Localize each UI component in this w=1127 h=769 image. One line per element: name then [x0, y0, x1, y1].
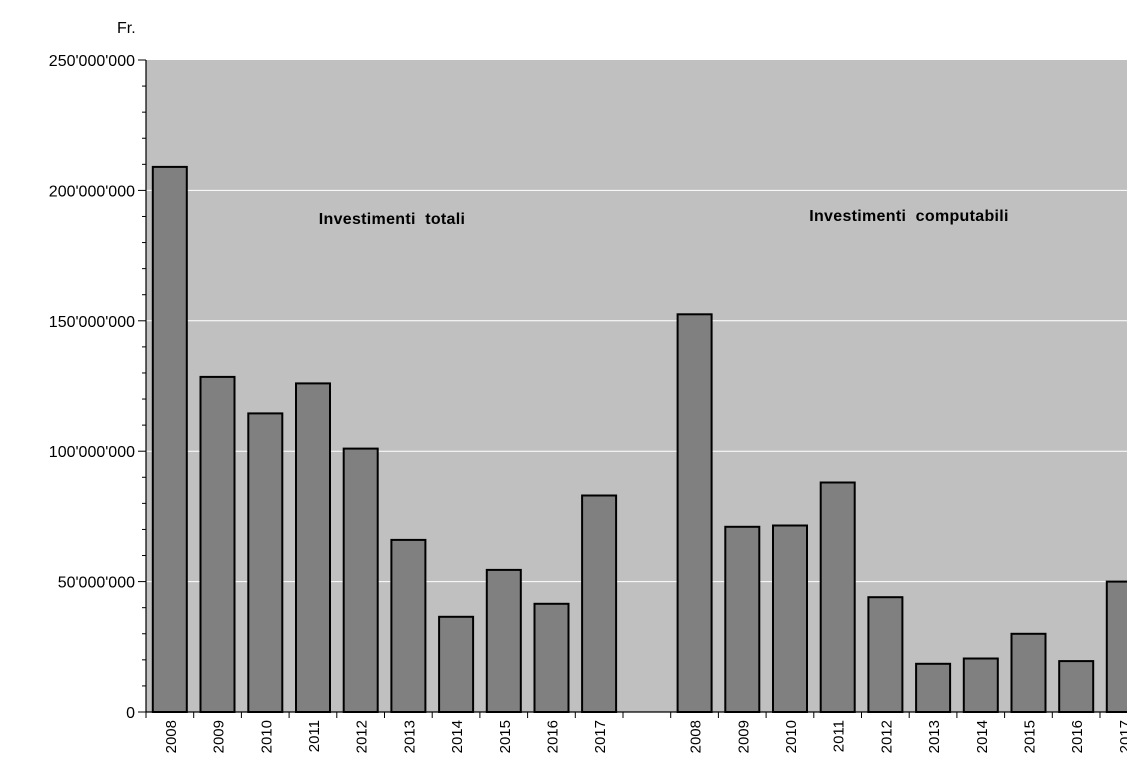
group-label-totali: Investimenti totali: [319, 211, 465, 228]
x-tick-label: 2011: [306, 720, 323, 752]
bar-totali-2009: [199, 375, 236, 713]
x-tick-label: 2015: [497, 720, 514, 753]
x-tick-label: 2012: [878, 720, 895, 753]
bar-computabili-2010: [772, 524, 808, 713]
y-axis-unit-label: Fr.: [117, 20, 136, 37]
y-tick-label: 100'000'000: [49, 444, 135, 461]
x-tick-label: 2016: [545, 720, 562, 753]
axes: [138, 59, 1127, 718]
bar-totali-2012: [342, 447, 379, 713]
x-tick-label: 2015: [1022, 720, 1039, 753]
bar-totali-2011: [295, 382, 331, 713]
bar-totali-2014: [438, 615, 475, 713]
x-tick-label: 2013: [926, 720, 943, 753]
bar-totali-2008: [151, 165, 188, 713]
bar-totali-2016: [533, 602, 570, 713]
x-tick-label: 2011: [831, 720, 848, 752]
y-tick-label: 250'000'000: [49, 53, 135, 70]
bar-totali-2010: [247, 412, 284, 713]
group-label-computabili: Investimenti computabili: [809, 208, 1009, 225]
x-tick-label: 2008: [688, 720, 705, 753]
bar-computabili-2014: [962, 657, 999, 713]
bar-computabili-2012: [867, 596, 904, 714]
bar-totali-2017: [581, 494, 618, 713]
bar-computabili-2011: [819, 481, 856, 713]
bar-computabili-2017: [1105, 580, 1127, 713]
x-tick-label: 2017: [592, 720, 609, 753]
bar-computabili-2008: [676, 313, 713, 713]
x-tick-label: 2009: [735, 720, 752, 753]
bar-computabili-2015: [1010, 632, 1047, 713]
x-tick-label: 2017: [1117, 720, 1127, 753]
y-tick-label: 0: [126, 705, 135, 722]
x-tick-label: 2008: [163, 720, 180, 753]
bar-computabili-2013: [915, 662, 952, 713]
x-tick-label: 2014: [974, 720, 991, 753]
bar-totali-2015: [485, 568, 522, 714]
x-tick-label: 2012: [354, 720, 371, 753]
plot-area: [146, 60, 1127, 712]
bar-totali-2013: [390, 538, 427, 714]
x-tick-labels: 2008 2009 2010 2011 2012 2013 2014 2015 2016 2017…: [163, 720, 1127, 753]
bar-computabili-2009: [724, 525, 761, 713]
y-tick-label: 50'000'000: [58, 575, 135, 592]
y-tick-label: 150'000'000: [49, 314, 135, 331]
y-tick-labels: 0 50'000'000 100'000'000 150'000'000 200'000…: [49, 53, 135, 722]
x-tick-label: 2010: [783, 720, 800, 753]
y-tick-label: 200'000'000: [49, 183, 135, 200]
x-tick-label: 2014: [449, 720, 466, 753]
x-tick-label: 2009: [211, 720, 228, 753]
x-tick-label: 2016: [1069, 720, 1086, 753]
x-tick-label: 2013: [401, 720, 418, 753]
x-tick-label: 2010: [258, 720, 275, 753]
bar-computabili-2016: [1058, 660, 1095, 713]
